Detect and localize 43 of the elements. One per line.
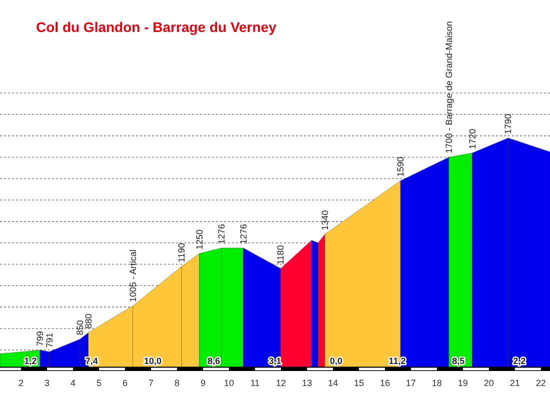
data-label: 1250: [194, 230, 204, 250]
x-tick-label: 19: [458, 378, 468, 388]
x-tick-label: 14: [328, 378, 338, 388]
data-label: 1190: [176, 243, 187, 262]
x-tick-label: 11: [250, 378, 260, 388]
data-label: 1590: [396, 156, 406, 177]
data-label: 1276: [216, 224, 227, 244]
x-tick-label: 18: [432, 378, 442, 388]
x-tick-label: 9: [200, 378, 206, 388]
annotation: 2,2: [513, 356, 526, 366]
x-tick-label: 22: [536, 378, 546, 388]
x-tick-label: 13: [302, 378, 312, 388]
data-label: 1005 - Artical: [128, 249, 138, 302]
annotation: 8,6: [208, 356, 220, 366]
data-label: 1720: [467, 128, 478, 149]
x-tick-label: 5: [96, 378, 102, 388]
x-tick-label: 7: [148, 378, 154, 388]
chart-title: Col du Glandon - Barrage du Verney: [36, 19, 277, 35]
data-label: 1340: [320, 210, 330, 230]
x-tick-label: 10: [224, 378, 234, 388]
x-tick-label: 21: [510, 378, 520, 388]
annotation: 10,0: [144, 356, 162, 366]
x-tick-label: 16: [380, 378, 390, 388]
annotation: 1,2: [24, 356, 37, 366]
data-label: 880: [83, 314, 94, 329]
data-label: 1180: [276, 245, 286, 265]
x-tick-label: 8: [174, 378, 180, 388]
x-tick-label: 15: [354, 378, 364, 388]
x-tick-label: 20: [484, 378, 494, 388]
data-label: 791: [44, 332, 54, 348]
data-label: 799: [35, 331, 46, 346]
data-label: 1790: [503, 114, 514, 134]
x-tick-label: 12: [276, 378, 286, 388]
x-tick-label: 6: [122, 378, 128, 388]
data-label: 1276: [238, 224, 248, 244]
x-tick-label: 3: [44, 378, 50, 388]
annotation: 0,0: [330, 356, 342, 366]
data-label: 850: [75, 320, 86, 336]
x-tick-label: 2: [18, 378, 24, 388]
x-tick-label: 17: [406, 378, 416, 388]
data-label: 1700 - Barrage de Grand-Maison: [444, 21, 454, 154]
annotation: 8,5: [452, 356, 465, 366]
x-tick-label: 4: [70, 378, 76, 388]
